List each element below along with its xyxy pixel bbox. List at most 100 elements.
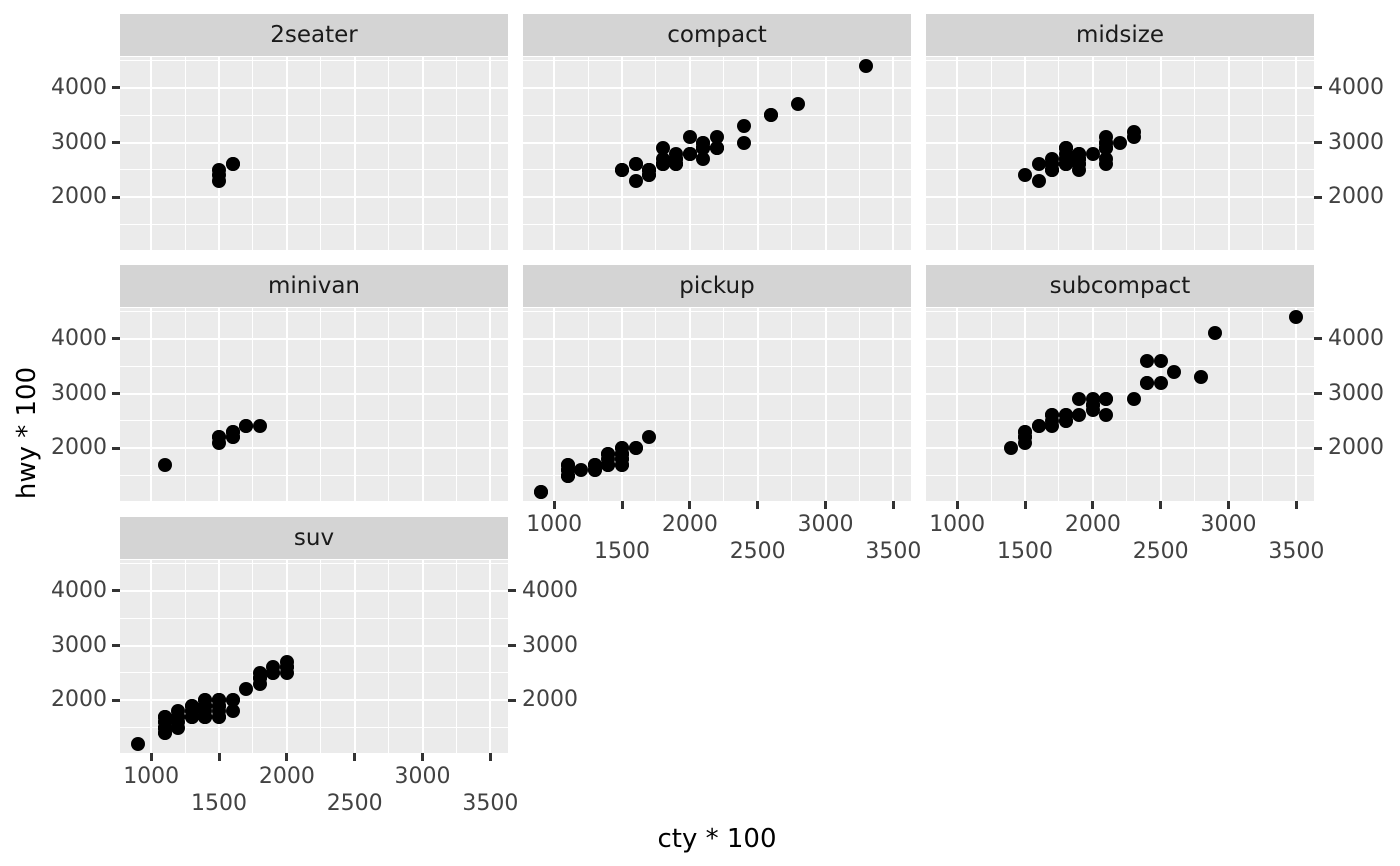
x-axis-tick	[552, 501, 556, 509]
gridline-major-v	[489, 560, 492, 753]
data-point	[696, 151, 711, 166]
y-axis-tick-label: 2000	[51, 435, 107, 461]
gridline-minor-v	[1058, 308, 1060, 501]
gridline-major-h	[120, 337, 508, 340]
gridline-minor-h	[120, 727, 508, 729]
data-point	[642, 430, 657, 445]
gridline-major-h	[120, 86, 508, 89]
x-axis-tick-label: 1000	[929, 512, 986, 537]
facet-strip-label: subcompact	[1049, 273, 1191, 299]
gridline-minor-v	[791, 308, 793, 501]
gridline-major-v	[218, 560, 221, 753]
gridline-minor-h	[120, 224, 508, 226]
x-axis-tick	[891, 501, 895, 509]
x-axis-tick-label: 2000	[661, 512, 718, 537]
data-point	[184, 698, 199, 713]
gridline-major-v	[1159, 308, 1162, 501]
data-point	[1031, 419, 1046, 434]
data-point	[615, 162, 630, 177]
data-point	[1126, 124, 1141, 139]
data-point	[198, 693, 213, 708]
y-axis-tick-label-right: 3000	[1328, 380, 1384, 406]
gridline-minor-v	[990, 308, 992, 501]
facet-panel-minivan	[120, 308, 508, 501]
gridline-major-h	[523, 447, 911, 450]
facet-strip-label: minivan	[267, 273, 361, 299]
facet-panel-pickup	[523, 308, 911, 501]
gridline-minor-v	[723, 57, 725, 250]
facet-strip-label: 2seater	[270, 22, 358, 48]
facet-strip-minivan: minivan	[120, 265, 508, 307]
data-point	[682, 130, 697, 145]
data-point	[628, 173, 643, 188]
data-point	[252, 419, 267, 434]
gridline-minor-v	[184, 560, 186, 753]
gridline-minor-v	[723, 308, 725, 501]
data-point	[682, 146, 697, 161]
gridline-major-h	[523, 392, 911, 395]
gridline-minor-h	[120, 365, 508, 367]
data-point	[628, 157, 643, 172]
gridline-minor-v	[655, 308, 657, 501]
data-point	[212, 430, 227, 445]
gridline-minor-v	[1261, 308, 1263, 501]
data-point	[1085, 146, 1100, 161]
y-axis-tick-right	[1314, 446, 1322, 450]
data-point	[737, 119, 752, 134]
gridline-minor-v	[320, 308, 322, 501]
gridline-minor-h	[523, 169, 911, 171]
data-point	[239, 682, 254, 697]
data-point	[1153, 353, 1168, 368]
gridline-minor-h	[926, 114, 1314, 116]
facet-panel-2seater	[120, 57, 508, 250]
x-axis-tick	[1159, 501, 1163, 509]
x-axis-tick-label: 3000	[1200, 512, 1257, 537]
x-axis-tick-label: 1000	[123, 764, 180, 789]
y-axis-tick-label-right: 2000	[1328, 435, 1384, 461]
data-point	[1099, 408, 1114, 423]
gridline-major-v	[489, 57, 492, 250]
x-axis-tick-label: 2000	[1064, 512, 1121, 537]
gridline-major-v	[353, 57, 356, 250]
data-point	[1072, 408, 1087, 423]
y-axis-tick-label-right: 3000	[1328, 129, 1384, 155]
gridline-minor-h	[523, 475, 911, 477]
y-axis-tick-right	[1314, 141, 1322, 145]
facet-strip-subcompact: subcompact	[926, 265, 1314, 307]
data-point	[1099, 392, 1114, 407]
data-point	[696, 135, 711, 150]
gridline-major-v	[150, 308, 153, 501]
gridline-minor-v	[388, 308, 390, 501]
x-axis-tick-label: 3500	[1268, 539, 1325, 564]
x-axis-tick-label: 3000	[797, 512, 854, 537]
data-point	[225, 424, 240, 439]
gridline-major-h	[120, 447, 508, 450]
y-axis-tick-right	[508, 698, 516, 702]
y-axis-tick-label: 2000	[51, 687, 107, 713]
data-point	[279, 654, 294, 669]
data-point	[1072, 392, 1087, 407]
gridline-major-v	[421, 560, 424, 753]
data-point	[791, 97, 806, 112]
gridline-minor-v	[455, 57, 457, 250]
x-axis-tick-label: 3500	[865, 539, 922, 564]
gridline-minor-v	[184, 57, 186, 250]
gridline-minor-h	[926, 310, 1314, 312]
gridline-major-v	[824, 308, 827, 501]
x-axis-title: cty * 100	[657, 824, 777, 854]
data-point	[1004, 441, 1019, 456]
x-axis-tick	[149, 753, 153, 761]
gridline-minor-v	[184, 308, 186, 501]
data-point	[1058, 141, 1073, 156]
gridline-major-v	[285, 308, 288, 501]
data-point	[1194, 370, 1209, 385]
gridline-minor-v	[388, 560, 390, 753]
gridline-major-v	[1295, 57, 1298, 250]
data-point	[239, 419, 254, 434]
gridline-major-v	[892, 57, 895, 250]
gridline-major-h	[523, 86, 911, 89]
y-axis-tick-label-right: 4000	[1328, 325, 1384, 351]
data-point	[1099, 130, 1114, 145]
gridline-major-v	[553, 308, 556, 501]
gridline-minor-v	[587, 308, 589, 501]
